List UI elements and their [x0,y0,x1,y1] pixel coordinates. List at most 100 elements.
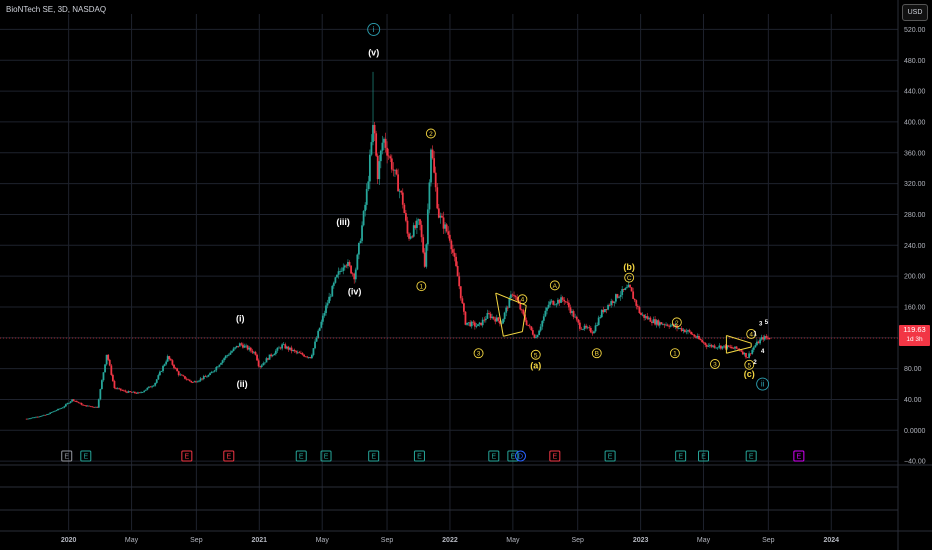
candle [423,248,426,268]
candle-body [270,354,273,357]
event-marker[interactable]: E [675,450,687,462]
event-marker[interactable]: E [80,450,92,462]
candle-body [138,392,141,394]
candle [165,359,168,366]
candle-body [74,400,77,402]
candle [179,373,182,376]
candle-body [314,341,316,349]
candle-body [668,325,671,327]
wave-label-circle [624,272,635,283]
candle-body [79,402,81,404]
event-marker[interactable]: E [223,450,235,462]
event-marker[interactable]: E [368,450,380,462]
candle [381,135,384,155]
candle-body [745,352,747,358]
candle [256,353,258,361]
candle [361,221,363,244]
event-marker[interactable]: E [793,450,805,462]
candle-body [583,325,586,330]
candle [452,244,454,256]
event-marker[interactable]: D [514,450,526,462]
candle [279,346,282,350]
candle [240,342,243,347]
candle [536,334,539,338]
candle [268,354,271,360]
event-marker[interactable]: E [488,450,500,462]
candle-body [242,344,244,348]
event-marker[interactable]: E [604,450,616,462]
candle [414,220,417,230]
candle [762,335,765,343]
candle-body [420,224,423,238]
event-marker[interactable]: E [295,450,307,462]
candle-body [600,309,603,318]
candle [74,400,77,402]
candle-body [729,346,732,348]
candle [624,287,627,291]
candle [336,274,338,278]
price-tick-label: 80.00 [904,366,922,373]
event-marker[interactable]: E [698,450,710,462]
candle-body [271,355,274,357]
candle-body [665,324,667,326]
candle-body [682,329,685,331]
candle [300,350,302,354]
event-marker[interactable]: E [320,450,332,462]
event-marker[interactable]: E [413,450,425,462]
candle-body [699,339,702,341]
candle [567,300,570,311]
candle [289,347,291,351]
candle-body [724,345,727,349]
currency-button[interactable]: USD [902,4,928,21]
candle [470,320,473,329]
candle-body [107,354,110,360]
candle [127,390,130,393]
event-marker[interactable]: E [745,450,757,462]
candle-body [442,217,445,229]
candle [688,328,691,333]
event-marker[interactable]: E [549,450,561,462]
event-marker[interactable]: E [181,450,193,462]
candle [644,314,647,321]
candle-body [397,174,399,192]
candle [41,415,44,417]
candle-body [309,357,312,359]
candle-body [69,401,72,403]
candle [513,291,515,299]
candle-body [376,155,379,180]
event-marker[interactable]: E [507,450,519,462]
candle-body [542,316,545,321]
candle-body [459,286,462,299]
candle-body [687,330,689,332]
candle [60,407,63,409]
candle [480,322,483,326]
candle-body [604,309,606,313]
candle-body [387,155,390,157]
candle-body [35,416,37,418]
candle [143,390,146,393]
candle [94,406,97,408]
candle-body [281,344,284,349]
event-marker[interactable]: E [61,450,73,462]
candle [718,343,721,349]
candle [478,321,481,327]
candle [763,334,766,342]
candle-body [373,124,376,134]
candle [519,300,522,311]
candle [276,347,279,353]
candle-body [243,345,246,348]
candle-body [354,269,357,280]
candle [282,342,285,346]
candle [726,344,729,351]
wave-label-text: 3 [713,362,717,369]
candle [97,398,100,409]
candle [373,121,376,141]
candle [527,324,530,327]
time-tick-label: 2022 [442,537,458,544]
candle-body [567,302,570,308]
candle [419,218,421,231]
candle-body [643,314,646,318]
candle-body [257,360,260,367]
candle-body [184,376,186,379]
